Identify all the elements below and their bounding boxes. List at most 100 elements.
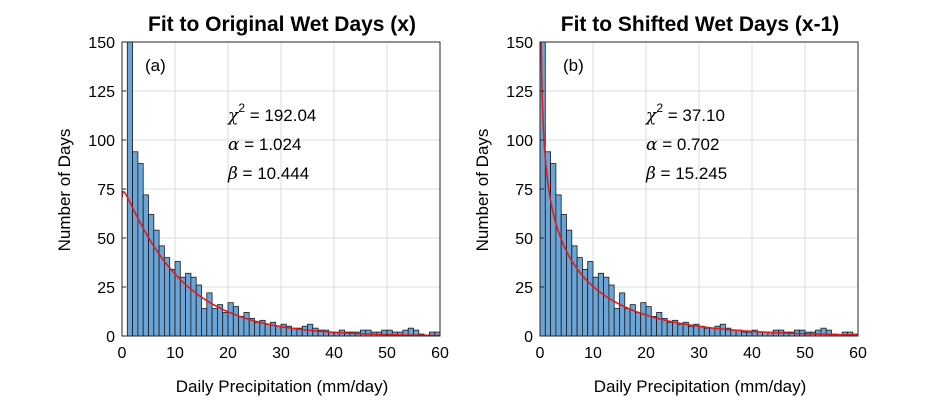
y-tick-label: 75: [97, 182, 115, 199]
histogram-bar: [597, 272, 604, 336]
y-tick-label: 50: [97, 231, 115, 248]
histogram-bar: [126, 42, 134, 336]
x-tick-label: 20: [219, 345, 237, 362]
y-tick-label: 150: [506, 35, 533, 52]
histogram-bar: [650, 315, 657, 336]
histogram-bar: [645, 306, 652, 336]
histogram-bar: [677, 323, 684, 336]
alpha-value: = 0.702: [657, 135, 719, 154]
chi-value: = 37.10: [663, 106, 725, 125]
histogram-bar: [746, 331, 753, 336]
x-tick-label: 40: [743, 345, 761, 362]
chi-value: = 192.04: [245, 106, 316, 125]
histogram-bar: [174, 261, 181, 336]
histogram-bar: [254, 321, 261, 336]
histogram-bar: [195, 284, 202, 336]
y-axis-label: Number of Days: [473, 129, 492, 252]
ticks: 0 10 20 30 40 50 60 0 25 50 75 100 125 150: [506, 35, 867, 362]
beta-symbol: β: [645, 164, 656, 184]
histogram-bar: [571, 245, 578, 336]
y-tick-label: 75: [515, 182, 533, 199]
histogram-bar: [142, 194, 149, 336]
histogram-bar: [190, 276, 197, 336]
x-tick-label: 40: [325, 345, 343, 362]
beta-symbol: β: [227, 164, 238, 184]
bars: [126, 42, 440, 336]
chi-square-stat: χ2 = 37.10: [645, 101, 725, 126]
histogram-bar: [185, 272, 192, 336]
x-axis-label: Daily Precipitation (mm/day): [176, 377, 389, 396]
alpha-symbol: α: [646, 135, 658, 155]
histogram-bar: [365, 329, 372, 336]
x-tick-label: 0: [536, 345, 545, 362]
histogram-bar: [688, 325, 695, 336]
histogram-bar: [555, 194, 562, 336]
y-axis-label: Number of Days: [55, 129, 74, 252]
histogram-bar: [640, 302, 647, 336]
x-tick-label: 50: [378, 345, 396, 362]
histogram-bar: [624, 308, 631, 336]
alpha-value: = 1.024: [239, 135, 301, 154]
panel-label: (a): [145, 56, 166, 75]
y-tick-label: 25: [97, 280, 115, 297]
y-tick-label: 125: [88, 84, 115, 101]
chi-superscript: 2: [238, 101, 245, 115]
histogram-bar: [132, 151, 139, 336]
x-tick-label: 30: [690, 345, 708, 362]
y-tick-label: 100: [506, 133, 533, 150]
histogram-bar: [243, 312, 250, 336]
histogram-bar: [587, 261, 594, 336]
beta-value: = 10.444: [238, 164, 309, 183]
histogram-bar: [211, 308, 218, 336]
alpha-stat: α = 1.024: [228, 135, 301, 155]
histogram-bar: [312, 327, 319, 336]
chart-title: Fit to Shifted Wet Days (x-1): [561, 13, 839, 36]
chi-square-stat: χ2 = 192.04: [227, 101, 316, 126]
panel-a: Fit to Original Wet Days (x) 0 10 20 30 40 50…: [55, 13, 449, 396]
x-tick-label: 50: [796, 345, 814, 362]
histogram-bar: [232, 306, 240, 336]
histogram-bar: [301, 325, 308, 336]
chi-symbol: χ: [645, 106, 658, 126]
histogram-bar: [550, 163, 557, 336]
histogram-bar: [703, 327, 710, 336]
x-tick-label: 10: [584, 345, 602, 362]
histogram-bar: [148, 214, 155, 336]
y-tick-label: 50: [515, 231, 533, 248]
histogram-bar: [206, 292, 213, 336]
histogram-bar: [656, 312, 663, 336]
histogram-bar: [238, 315, 245, 336]
alpha-stat: α = 0.702: [646, 135, 719, 155]
histogram-bar: [163, 257, 171, 336]
beta-value: = 15.245: [656, 164, 727, 183]
histogram-bar: [613, 308, 620, 336]
x-tick-label: 30: [272, 345, 290, 362]
histogram-bar: [275, 325, 282, 336]
histogram-bar: [619, 292, 626, 336]
y-tick-label: 100: [88, 133, 115, 150]
x-tick-label: 0: [118, 345, 127, 362]
x-tick-label: 60: [849, 345, 867, 362]
panel-label: (b): [563, 56, 584, 75]
histogram-bar: [709, 327, 716, 336]
histogram-bar: [264, 323, 271, 336]
histogram-bar: [635, 312, 642, 336]
x-tick-label: 20: [637, 345, 655, 362]
x-tick-label: 10: [166, 345, 184, 362]
x-tick-label: 60: [431, 345, 449, 362]
y-tick-label: 0: [524, 329, 533, 346]
histogram-bar: [169, 268, 176, 336]
histogram-bar: [222, 312, 229, 336]
chi-superscript: 2: [656, 101, 663, 115]
ticks: 0 10 20 30 40 50 60 0 25 50 75 100 125 150: [88, 35, 449, 362]
x-axis-label: Daily Precipitation (mm/day): [594, 377, 807, 396]
histogram-bar: [137, 163, 144, 336]
histogram-bar: [201, 308, 208, 336]
histogram-bar: [608, 284, 615, 336]
y-tick-label: 25: [515, 280, 533, 297]
histogram-bar: [179, 276, 187, 336]
histogram-bar: [560, 214, 567, 336]
y-tick-label: 150: [88, 35, 115, 52]
